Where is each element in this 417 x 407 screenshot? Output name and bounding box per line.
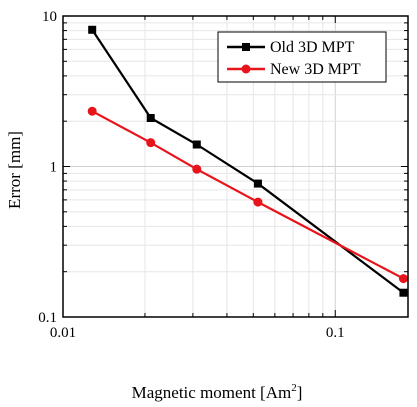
series-old xyxy=(88,25,408,297)
x-tick-label: 0.1 xyxy=(326,325,345,341)
data-point xyxy=(192,140,201,149)
data-point xyxy=(146,138,156,148)
y-tick-label: 1 xyxy=(50,160,58,176)
legend-box xyxy=(217,31,387,83)
series-new xyxy=(87,106,408,284)
data-point xyxy=(88,25,97,34)
data-point xyxy=(253,197,263,207)
data-point xyxy=(398,274,408,284)
data-point xyxy=(87,106,97,116)
y-axis-title: Error [mm] xyxy=(5,131,24,209)
legend-label-old: Old 3D MPT xyxy=(270,39,355,56)
axis-ticks xyxy=(62,16,408,318)
legend-marker-old xyxy=(242,43,250,51)
x-tick-label: 0.01 xyxy=(50,325,76,341)
legend: Old 3D MPT New 3D MPT xyxy=(217,31,387,83)
series-layer xyxy=(87,25,408,297)
data-point xyxy=(192,164,202,174)
legend-label-new: New 3D MPT xyxy=(270,61,361,78)
y-tick-label: 10 xyxy=(42,9,57,25)
data-point xyxy=(253,179,262,188)
legend-marker-new xyxy=(241,64,251,74)
data-point xyxy=(146,114,155,123)
data-point xyxy=(399,288,408,297)
x-axis-title: Magnetic moment [Am2] xyxy=(132,382,303,402)
y-tick-label: 0.1 xyxy=(38,310,57,326)
